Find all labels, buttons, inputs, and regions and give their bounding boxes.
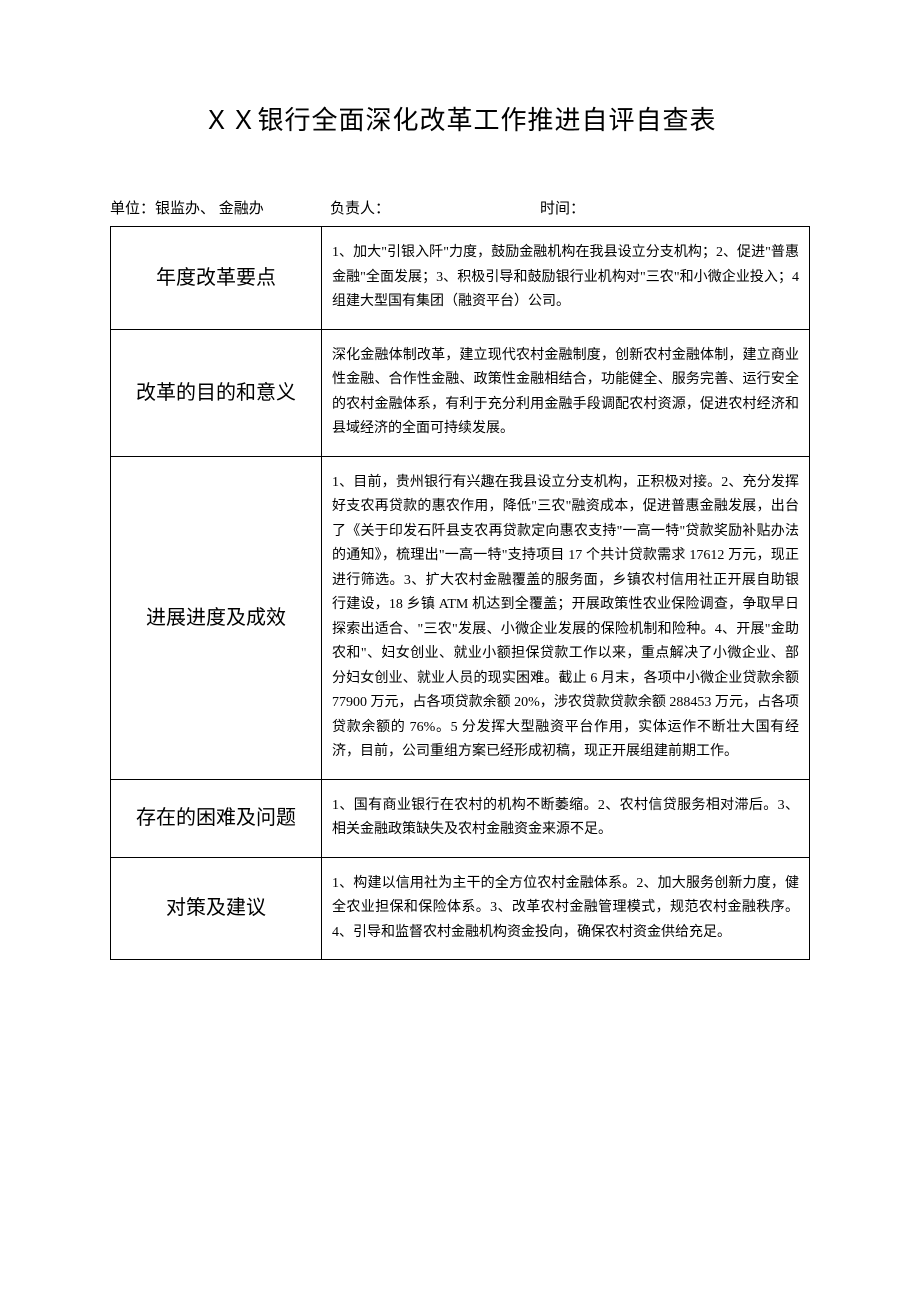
table-row: 年度改革要点 1、加大"引银入阡"力度，鼓励金融机构在我县设立分支机构；2、促进…	[111, 227, 810, 330]
row-content: 1、目前，贵州银行有兴趣在我县设立分支机构，正积极对接。2、充分发挥好支农再贷款…	[322, 456, 810, 779]
row-content: 1、国有商业银行在农村的机构不断萎缩。2、农村信贷服务相对滞后。3、相关金融政策…	[322, 779, 810, 857]
row-label: 年度改革要点	[111, 227, 322, 330]
row-content: 深化金融体制改革，建立现代农村金融制度，创新农村金融体制，建立商业性金融、合作性…	[322, 329, 810, 456]
document-page: ＸＸ银行全面深化改革工作推进自评自查表 单位：银监办、 金融办 负责人： 时间：…	[0, 0, 920, 1020]
row-label: 对策及建议	[111, 857, 322, 960]
row-content: 1、构建以信用社为主干的全方位农村金融体系。2、加大服务创新力度，健全农业担保和…	[322, 857, 810, 960]
row-content: 1、加大"引银入阡"力度，鼓励金融机构在我县设立分支机构；2、促进"普惠金融"全…	[322, 227, 810, 330]
evaluation-table: 年度改革要点 1、加大"引银入阡"力度，鼓励金融机构在我县设立分支机构；2、促进…	[110, 226, 810, 960]
table-row: 改革的目的和意义 深化金融体制改革，建立现代农村金融制度，创新农村金融体制，建立…	[111, 329, 810, 456]
row-label: 存在的困难及问题	[111, 779, 322, 857]
table-row: 存在的困难及问题 1、国有商业银行在农村的机构不断萎缩。2、农村信贷服务相对滞后…	[111, 779, 810, 857]
header-line: 单位：银监办、 金融办 负责人： 时间：	[110, 197, 810, 218]
document-title: ＸＸ银行全面深化改革工作推进自评自查表	[110, 100, 810, 137]
table-row: 进展进度及成效 1、目前，贵州银行有兴趣在我县设立分支机构，正积极对接。2、充分…	[111, 456, 810, 779]
row-label: 改革的目的和意义	[111, 329, 322, 456]
table-row: 对策及建议 1、构建以信用社为主干的全方位农村金融体系。2、加大服务创新力度，健…	[111, 857, 810, 960]
row-label: 进展进度及成效	[111, 456, 322, 779]
unit-label: 单位：银监办、 金融办	[110, 197, 330, 218]
responsible-label: 负责人：	[330, 197, 540, 218]
time-label: 时间：	[540, 197, 585, 218]
